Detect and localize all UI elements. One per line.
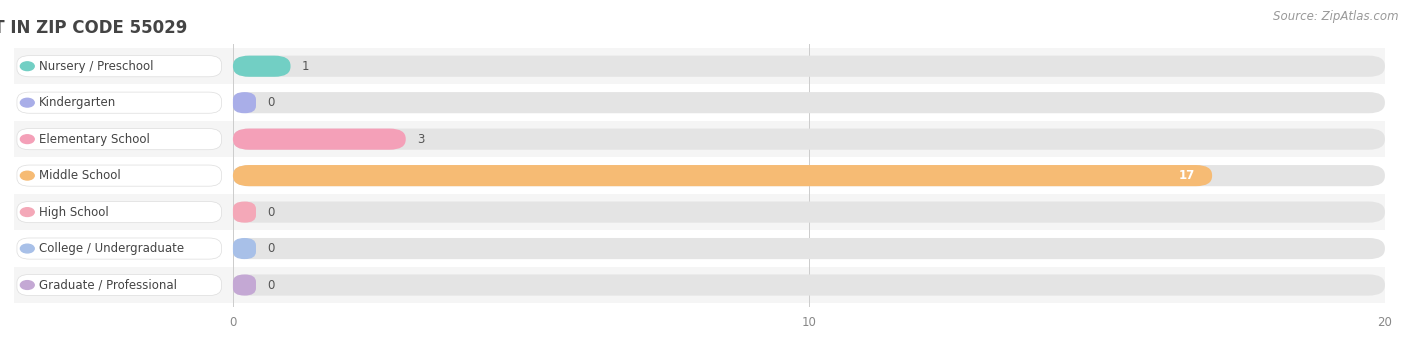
FancyBboxPatch shape — [14, 48, 1385, 85]
FancyBboxPatch shape — [17, 275, 221, 296]
FancyBboxPatch shape — [233, 92, 1385, 113]
Text: 3: 3 — [418, 133, 425, 146]
Text: SCHOOL ENROLLMENT IN ZIP CODE 55029: SCHOOL ENROLLMENT IN ZIP CODE 55029 — [0, 19, 187, 37]
FancyBboxPatch shape — [14, 121, 1385, 158]
FancyBboxPatch shape — [17, 202, 221, 223]
FancyBboxPatch shape — [17, 92, 221, 113]
Text: 0: 0 — [267, 242, 274, 255]
Text: 0: 0 — [267, 96, 274, 109]
Text: Nursery / Preschool: Nursery / Preschool — [39, 60, 153, 73]
Text: 0: 0 — [267, 206, 274, 219]
Text: 17: 17 — [1178, 169, 1195, 182]
FancyBboxPatch shape — [233, 56, 1385, 77]
Text: Kindergarten: Kindergarten — [39, 96, 117, 109]
FancyBboxPatch shape — [233, 202, 1385, 223]
FancyBboxPatch shape — [233, 129, 406, 150]
Text: Elementary School: Elementary School — [39, 133, 149, 146]
Text: College / Undergraduate: College / Undergraduate — [39, 242, 184, 255]
FancyBboxPatch shape — [233, 165, 1385, 186]
FancyBboxPatch shape — [14, 194, 1385, 230]
Circle shape — [21, 171, 34, 180]
FancyBboxPatch shape — [14, 85, 1385, 121]
FancyBboxPatch shape — [14, 158, 1385, 194]
Circle shape — [21, 281, 34, 290]
Circle shape — [21, 98, 34, 107]
FancyBboxPatch shape — [14, 267, 1385, 303]
Text: Source: ZipAtlas.com: Source: ZipAtlas.com — [1274, 10, 1399, 23]
Text: High School: High School — [39, 206, 108, 219]
FancyBboxPatch shape — [17, 238, 221, 259]
FancyBboxPatch shape — [17, 165, 221, 186]
Circle shape — [21, 62, 34, 71]
FancyBboxPatch shape — [233, 129, 1385, 150]
FancyBboxPatch shape — [14, 230, 1385, 267]
FancyBboxPatch shape — [233, 238, 256, 259]
Text: 0: 0 — [267, 279, 274, 292]
Text: Graduate / Professional: Graduate / Professional — [39, 279, 177, 292]
Circle shape — [21, 244, 34, 253]
FancyBboxPatch shape — [233, 165, 1212, 186]
FancyBboxPatch shape — [233, 92, 256, 113]
FancyBboxPatch shape — [233, 238, 1385, 259]
Text: Middle School: Middle School — [39, 169, 121, 182]
FancyBboxPatch shape — [233, 275, 1385, 296]
FancyBboxPatch shape — [17, 129, 221, 150]
Text: 1: 1 — [302, 60, 309, 73]
FancyBboxPatch shape — [17, 56, 221, 77]
Circle shape — [21, 208, 34, 217]
Circle shape — [21, 135, 34, 144]
FancyBboxPatch shape — [233, 202, 256, 223]
FancyBboxPatch shape — [233, 275, 256, 296]
FancyBboxPatch shape — [233, 56, 291, 77]
